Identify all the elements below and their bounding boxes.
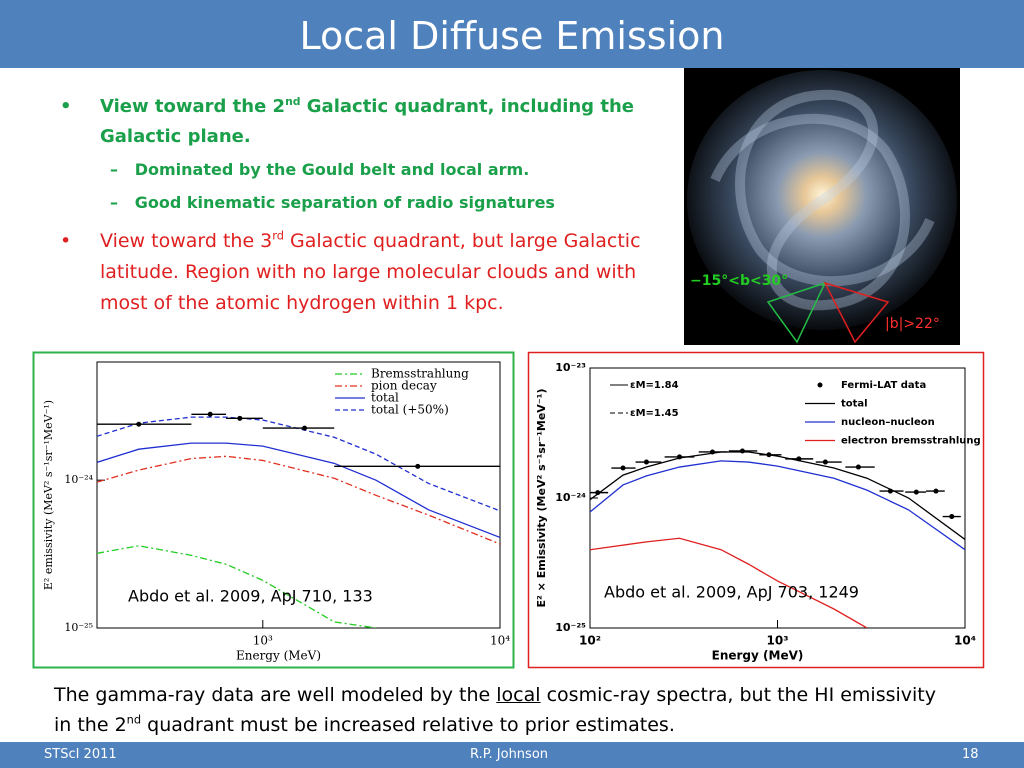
figure-frame: [527, 351, 985, 669]
footer: STScI 2011 R.P. Johnson 18: [0, 742, 1024, 768]
chart: 10² 10³ 10⁴ 10⁻²⁵ 10⁻²⁴ 10⁻²³ Energy (MeV) E² ×…: [535, 361, 981, 663]
sup: nd: [126, 712, 142, 727]
legend-label: Bremsstrahlung: [371, 367, 469, 381]
data-point: [887, 488, 893, 494]
x-tick-label: 10⁴: [954, 634, 976, 648]
legend-label: Fermi-LAT data: [841, 380, 926, 391]
figure-frame: [32, 351, 515, 669]
y-tick-label: 10⁻²⁵: [64, 621, 93, 634]
text: The gamma-ray data are well modeled by t…: [54, 684, 497, 706]
curve-label: εM=1.45: [630, 408, 679, 419]
series-line: [590, 451, 965, 540]
annotation: Abdo et al. 2009, ApJ 710, 133: [128, 587, 373, 606]
x-tick-label: 10³: [253, 634, 273, 648]
chart: 10³ 10⁴ 10⁻²⁵ 10⁻²⁴ Energy (MeV) E² emissivit…: [42, 361, 510, 663]
title-bar: Local Diffuse Emission: [0, 0, 1024, 68]
legend-label: total: [841, 399, 868, 410]
y-tick-label: 10⁻²³: [555, 361, 586, 374]
galaxy: [687, 70, 957, 330]
data-point: [913, 489, 919, 495]
data-point: [643, 459, 649, 465]
bullet: • View toward the 3rd Galactic quadrant, …: [60, 228, 641, 314]
legend-label: total (+50%): [371, 403, 449, 417]
figures: −15°<b<30° |b|>22° 10³ 10⁴ 10⁻²⁵ 10⁻²⁴ Energ…: [32, 68, 985, 669]
sup: nd: [285, 95, 301, 108]
legend-label: electron bremsstrahlung: [841, 436, 981, 447]
data-point: [709, 449, 715, 455]
data-point: [949, 514, 955, 520]
footer-right: 18: [962, 747, 979, 762]
annotation: Abdo et al. 2009, ApJ 703, 1249: [604, 583, 859, 602]
image-label: −15°<b<30°: [690, 273, 788, 289]
data-point: [676, 454, 682, 460]
data-point: [302, 425, 308, 431]
text: Galactic quadrant, including the Galacti…: [100, 96, 634, 147]
data-point: [595, 490, 601, 496]
data-point: [207, 411, 213, 417]
legend-label: nucleon–nucleon: [841, 417, 935, 428]
series-line: [590, 537, 868, 628]
text: cosmic-ray spectra, but the HI emissivit…: [54, 684, 936, 736]
image-label: |b|>22°: [885, 316, 940, 332]
data-point: [136, 421, 142, 427]
text: View toward the 2: [100, 96, 286, 117]
y-tick-label: 10⁻²⁵: [555, 621, 586, 634]
data-point: [933, 488, 939, 494]
text: quadrant must be increased relative to p…: [141, 714, 675, 736]
plot-frame: [96, 361, 501, 629]
curve-label: εM=1.84: [630, 380, 679, 391]
text: Dominated by the Gould belt and local ar…: [134, 160, 530, 179]
footer-center: R.P. Johnson: [470, 747, 549, 762]
spiral-arms: [710, 89, 935, 311]
text: local: [496, 684, 541, 706]
sub-bullet: – Good kinematic separation of radio sig…: [110, 193, 555, 212]
legend-marker: [817, 382, 823, 388]
caption: The gamma-ray data are well modeled by t…: [54, 680, 954, 740]
data-point: [620, 465, 626, 471]
series-line: [97, 545, 377, 628]
x-tick-label: 10⁴: [490, 634, 510, 648]
data-point: [855, 464, 861, 470]
series-line: [590, 460, 965, 551]
data-point: [739, 448, 745, 454]
series-line: [97, 442, 500, 539]
x-axis-label: Energy (MeV): [712, 649, 804, 663]
sup: rd: [272, 228, 284, 243]
data-point: [415, 463, 421, 469]
text: Good kinematic separation of radio signa…: [134, 193, 555, 212]
x-tick-label: 10³: [767, 634, 789, 648]
slide-title: Local Diffuse Emission: [299, 14, 725, 58]
text: Galactic quadrant, but large Galactic la…: [100, 230, 641, 314]
bullet: • View toward the 2nd Galactic quadrant, …: [60, 95, 634, 147]
series-line: [97, 416, 500, 512]
region-red: [823, 281, 890, 344]
x-axis-label: Energy (MeV): [236, 649, 321, 663]
sub-bullet: – Dominated by the Gould belt and local …: [110, 160, 530, 179]
data-point: [796, 456, 802, 462]
data-point: [237, 415, 243, 421]
y-axis-label: E² emissivity (MeV² s⁻¹sr⁻¹MeV⁻¹): [42, 400, 55, 590]
series-line: [97, 455, 500, 545]
legend-label: pion decay: [371, 379, 437, 393]
data-point: [766, 452, 772, 458]
text: View toward the 3: [100, 230, 273, 252]
y-tick-label: 10⁻²⁴: [64, 473, 93, 486]
footer-left: STScI 2011: [44, 747, 117, 762]
legend-label: total: [371, 391, 399, 405]
data-point: [822, 459, 828, 465]
y-axis-label: E² × Emissivity (MeV² s⁻¹sr⁻¹MeV⁻¹): [535, 389, 548, 608]
y-tick-label: 10⁻²⁴: [555, 491, 586, 504]
x-tick-label: 10²: [579, 634, 601, 648]
region-green: [766, 281, 827, 344]
